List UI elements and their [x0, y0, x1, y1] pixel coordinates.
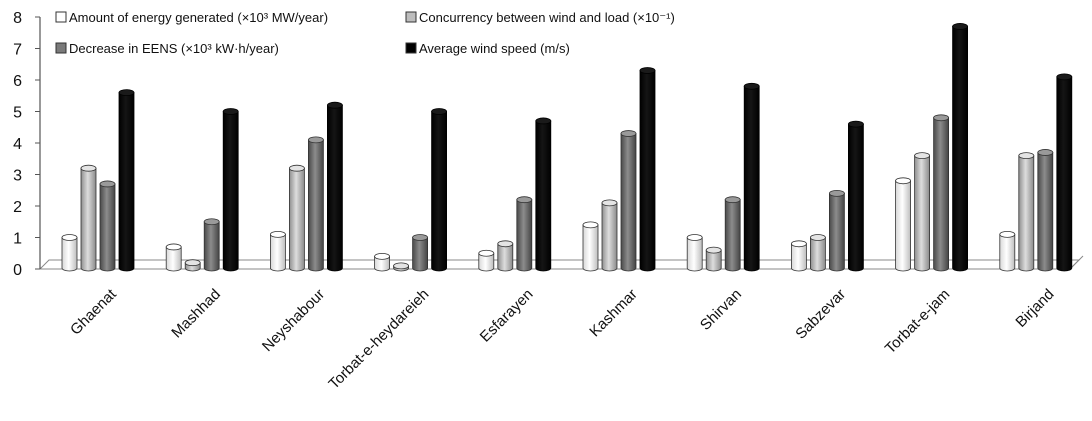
x-category-label: Ghaenat	[67, 285, 120, 338]
bar	[431, 108, 448, 272]
x-category-label: Sabzevar	[792, 286, 849, 343]
x-category-label: Shirvan	[697, 286, 745, 334]
bar	[184, 259, 201, 272]
bar	[1056, 73, 1073, 272]
bar	[165, 243, 182, 272]
y-tick-label: 7	[13, 42, 22, 59]
bar	[810, 234, 826, 272]
bar	[269, 230, 286, 272]
y-tick-label: 8	[13, 10, 22, 27]
bar	[848, 120, 864, 272]
bar	[497, 240, 514, 272]
y-tick-label: 0	[13, 262, 22, 279]
bar	[535, 117, 552, 272]
legend-item: Decrease in EENS (×10³ kW·h/year)	[55, 41, 279, 56]
bar	[516, 196, 533, 272]
bar	[724, 196, 741, 272]
bar	[288, 164, 305, 272]
legend-swatch	[405, 11, 417, 23]
bar	[374, 252, 391, 272]
legend-item: Amount of energy generated (×10³ MW/year…	[55, 10, 328, 25]
bar	[829, 189, 845, 272]
bar	[705, 246, 722, 272]
bar	[639, 67, 656, 272]
x-category-label: Mashhad	[168, 286, 224, 342]
y-tick-label: 5	[13, 105, 22, 122]
bar	[620, 130, 637, 272]
bar	[743, 82, 760, 272]
x-category-label: Neyshabour	[259, 286, 328, 355]
x-category-label: Birjand	[1012, 286, 1057, 331]
x-category-label: Kashmar	[586, 286, 640, 340]
bar	[412, 234, 429, 272]
legend-item: Concurrency between wind and load (×10⁻¹…	[405, 10, 675, 25]
bar	[307, 136, 324, 272]
x-category-label: Esfarayen	[477, 286, 537, 346]
bar	[933, 114, 949, 272]
legend-item: Average wind speed (m/s)	[405, 41, 570, 56]
x-category-label: Torbat-e-heydareieh	[325, 286, 432, 393]
bar	[914, 152, 930, 272]
legend-swatch	[405, 42, 417, 54]
y-tick-label: 1	[13, 231, 22, 248]
legend-swatch	[55, 42, 67, 54]
bar	[1037, 149, 1054, 272]
legend-label: Amount of energy generated (×10³ MW/year…	[69, 10, 328, 25]
y-tick-label: 3	[13, 168, 22, 185]
y-tick-label: 4	[13, 136, 22, 153]
bar	[791, 240, 807, 272]
bar	[222, 108, 239, 272]
y-tick-label: 2	[13, 199, 22, 216]
bar	[80, 164, 97, 272]
bar	[393, 262, 410, 272]
bar	[1018, 152, 1035, 272]
bar	[478, 249, 495, 272]
bar	[952, 23, 968, 272]
bar	[99, 180, 116, 272]
bar	[203, 218, 220, 272]
bar	[895, 177, 911, 272]
y-tick-label: 6	[13, 73, 22, 90]
legend-label: Decrease in EENS (×10³ kW·h/year)	[69, 41, 279, 56]
bar	[999, 230, 1016, 272]
legend-label: Concurrency between wind and load (×10⁻¹…	[419, 10, 675, 25]
legend-label: Average wind speed (m/s)	[419, 41, 570, 56]
bar	[582, 221, 599, 272]
bar	[326, 101, 343, 272]
x-category-label: Torbat-e-jam	[882, 286, 954, 358]
legend-swatch	[55, 11, 67, 23]
bar	[601, 199, 618, 272]
bar	[118, 89, 135, 272]
bar	[686, 234, 703, 272]
bar	[61, 234, 78, 272]
